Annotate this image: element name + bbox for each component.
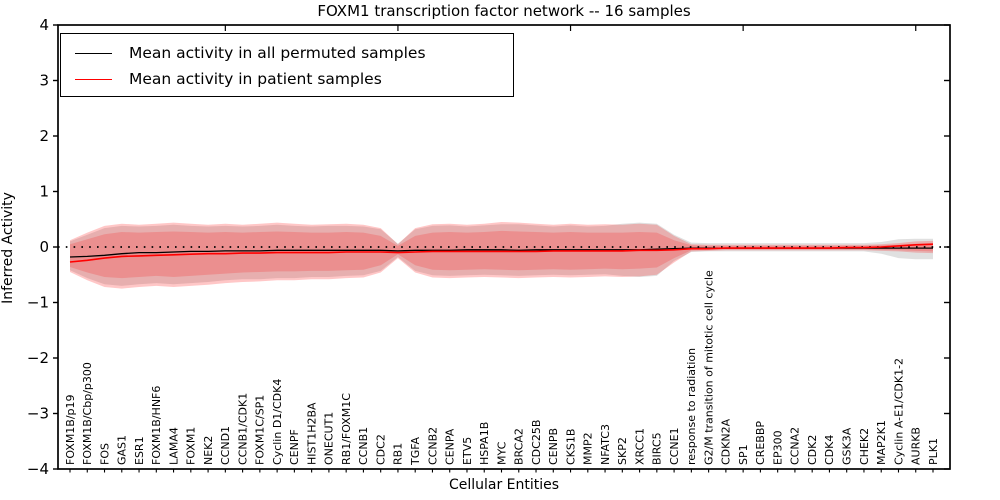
x-axis: FOXM1B/p19 FOXM1B/Cbp/p300 FOS GAS1 ESR1 FOXM… xyxy=(64,270,940,473)
legend-line-red-icon xyxy=(75,78,112,80)
x-tick-label: ETV5 xyxy=(461,437,474,465)
x-tick-label: FOXM1B/HNF6 xyxy=(150,386,163,465)
x-tick-label: SP1 xyxy=(737,444,750,465)
x-tick-label: CCND1 xyxy=(219,426,232,465)
x-tick-label: BRCA2 xyxy=(513,428,526,465)
y-tick-label: 4 xyxy=(39,16,49,34)
confidence-bands xyxy=(70,222,933,289)
x-tick-label: GAS1 xyxy=(116,435,129,465)
y-axis-label: Inferred Activity xyxy=(0,192,16,304)
y-tick-label: 1 xyxy=(39,183,49,201)
x-tick-label: NFATC3 xyxy=(599,424,612,465)
x-tick-label: Cyclin A-E1/CDK1-2 xyxy=(892,358,905,465)
x-tick-label: CDKN2A xyxy=(720,418,733,465)
x-tick-label: MMP2 xyxy=(582,432,595,465)
y-tick-label: 2 xyxy=(39,127,49,145)
x-tick-label: HIST1H2BA xyxy=(305,402,318,465)
x-tick-label: CHEK2 xyxy=(858,428,871,465)
x-tick-label: FOXM1C/SP1 xyxy=(254,395,267,465)
y-tick-label: −1 xyxy=(27,294,49,312)
x-tick-label: FOXM1B/Cbp/p300 xyxy=(81,362,94,465)
x-tick-label: Cyclin D1/CDK4 xyxy=(271,379,284,465)
y-axis: 4 3 2 1 0 −1 −2 −3 −4 xyxy=(27,16,950,478)
band-patient-range-inner xyxy=(70,230,933,279)
y-tick-label: −4 xyxy=(27,460,49,478)
x-tick-label: PLK1 xyxy=(927,438,940,465)
x-tick-label: CCNB2 xyxy=(426,427,439,465)
chart-title: FOXM1 transcription factor network -- 16… xyxy=(317,2,691,20)
x-tick-label: CENPF xyxy=(288,429,301,465)
x-tick-label: CENPB xyxy=(547,428,560,465)
x-tick-label: NEK2 xyxy=(202,436,215,465)
legend-item-patient: Mean activity in patient samples xyxy=(75,66,513,92)
legend-label-permuted: Mean activity in all permuted samples xyxy=(129,44,426,62)
x-tick-label: CDK2 xyxy=(806,435,819,465)
band-permuted-range xyxy=(70,222,933,286)
x-tick-label: CDK4 xyxy=(823,435,836,465)
x-tick-label: CDC2 xyxy=(374,434,387,465)
x-tick-label: RB1 xyxy=(392,443,405,465)
x-tick-label: FOS xyxy=(98,443,111,465)
x-tick-label: SKP2 xyxy=(616,437,629,465)
x-tick-label: CCNB1/CDK1 xyxy=(236,393,249,465)
x-tick-label: CCNE1 xyxy=(668,427,681,465)
x-axis-top xyxy=(224,25,917,31)
legend-line-black-icon xyxy=(75,52,112,54)
x-tick-label: CENPA xyxy=(444,428,457,465)
y-tick-label: −2 xyxy=(27,349,49,367)
y-tick-label: −3 xyxy=(27,405,49,423)
legend-item-permuted: Mean activity in all permuted samples xyxy=(75,40,513,66)
y-tick-label: 3 xyxy=(39,72,49,90)
x-tick-label: CREBBP xyxy=(754,421,767,465)
series-line-1 xyxy=(69,243,934,263)
x-tick-label: ESR1 xyxy=(133,436,146,465)
series-lines xyxy=(69,243,934,263)
x-tick-label: XRCC1 xyxy=(633,428,646,465)
x-tick-label: CCNA2 xyxy=(789,427,802,465)
y-tick-label: 0 xyxy=(39,238,49,256)
x-tick-label: FOXM1 xyxy=(185,427,198,465)
x-tick-label: MAP2K1 xyxy=(875,420,888,465)
x-tick-label: AURKB xyxy=(910,427,923,465)
x-axis-label: Cellular Entities xyxy=(448,477,560,493)
x-tick-label: FOXM1B/p19 xyxy=(64,394,77,465)
x-tick-label: HSPA1B xyxy=(478,422,491,465)
x-tick-label: RB1/FOXM1C xyxy=(340,393,353,465)
x-tick-label: ONECUT1 xyxy=(323,412,336,465)
legend: Mean activity in all permuted samples Me… xyxy=(60,33,514,97)
x-tick-label: EP300 xyxy=(771,430,784,465)
x-tick-label: MYC xyxy=(495,441,508,465)
x-tick-label: response to radiation xyxy=(685,348,698,465)
x-tick-label: LAMA4 xyxy=(167,427,180,465)
x-tick-label: CDC25B xyxy=(530,420,543,465)
x-tick-label: CCNB1 xyxy=(357,427,370,465)
legend-label-patient: Mean activity in patient samples xyxy=(129,70,382,88)
band-patient-range-outer xyxy=(70,222,933,289)
x-tick-label: BIRC5 xyxy=(651,432,664,465)
x-tick-label: G2/M transition of mitotic cell cycle xyxy=(702,270,715,465)
x-tick-label: TGFA xyxy=(409,436,422,466)
x-tick-label: CKS1B xyxy=(564,429,577,465)
x-tick-label: GSK3A xyxy=(841,427,854,465)
